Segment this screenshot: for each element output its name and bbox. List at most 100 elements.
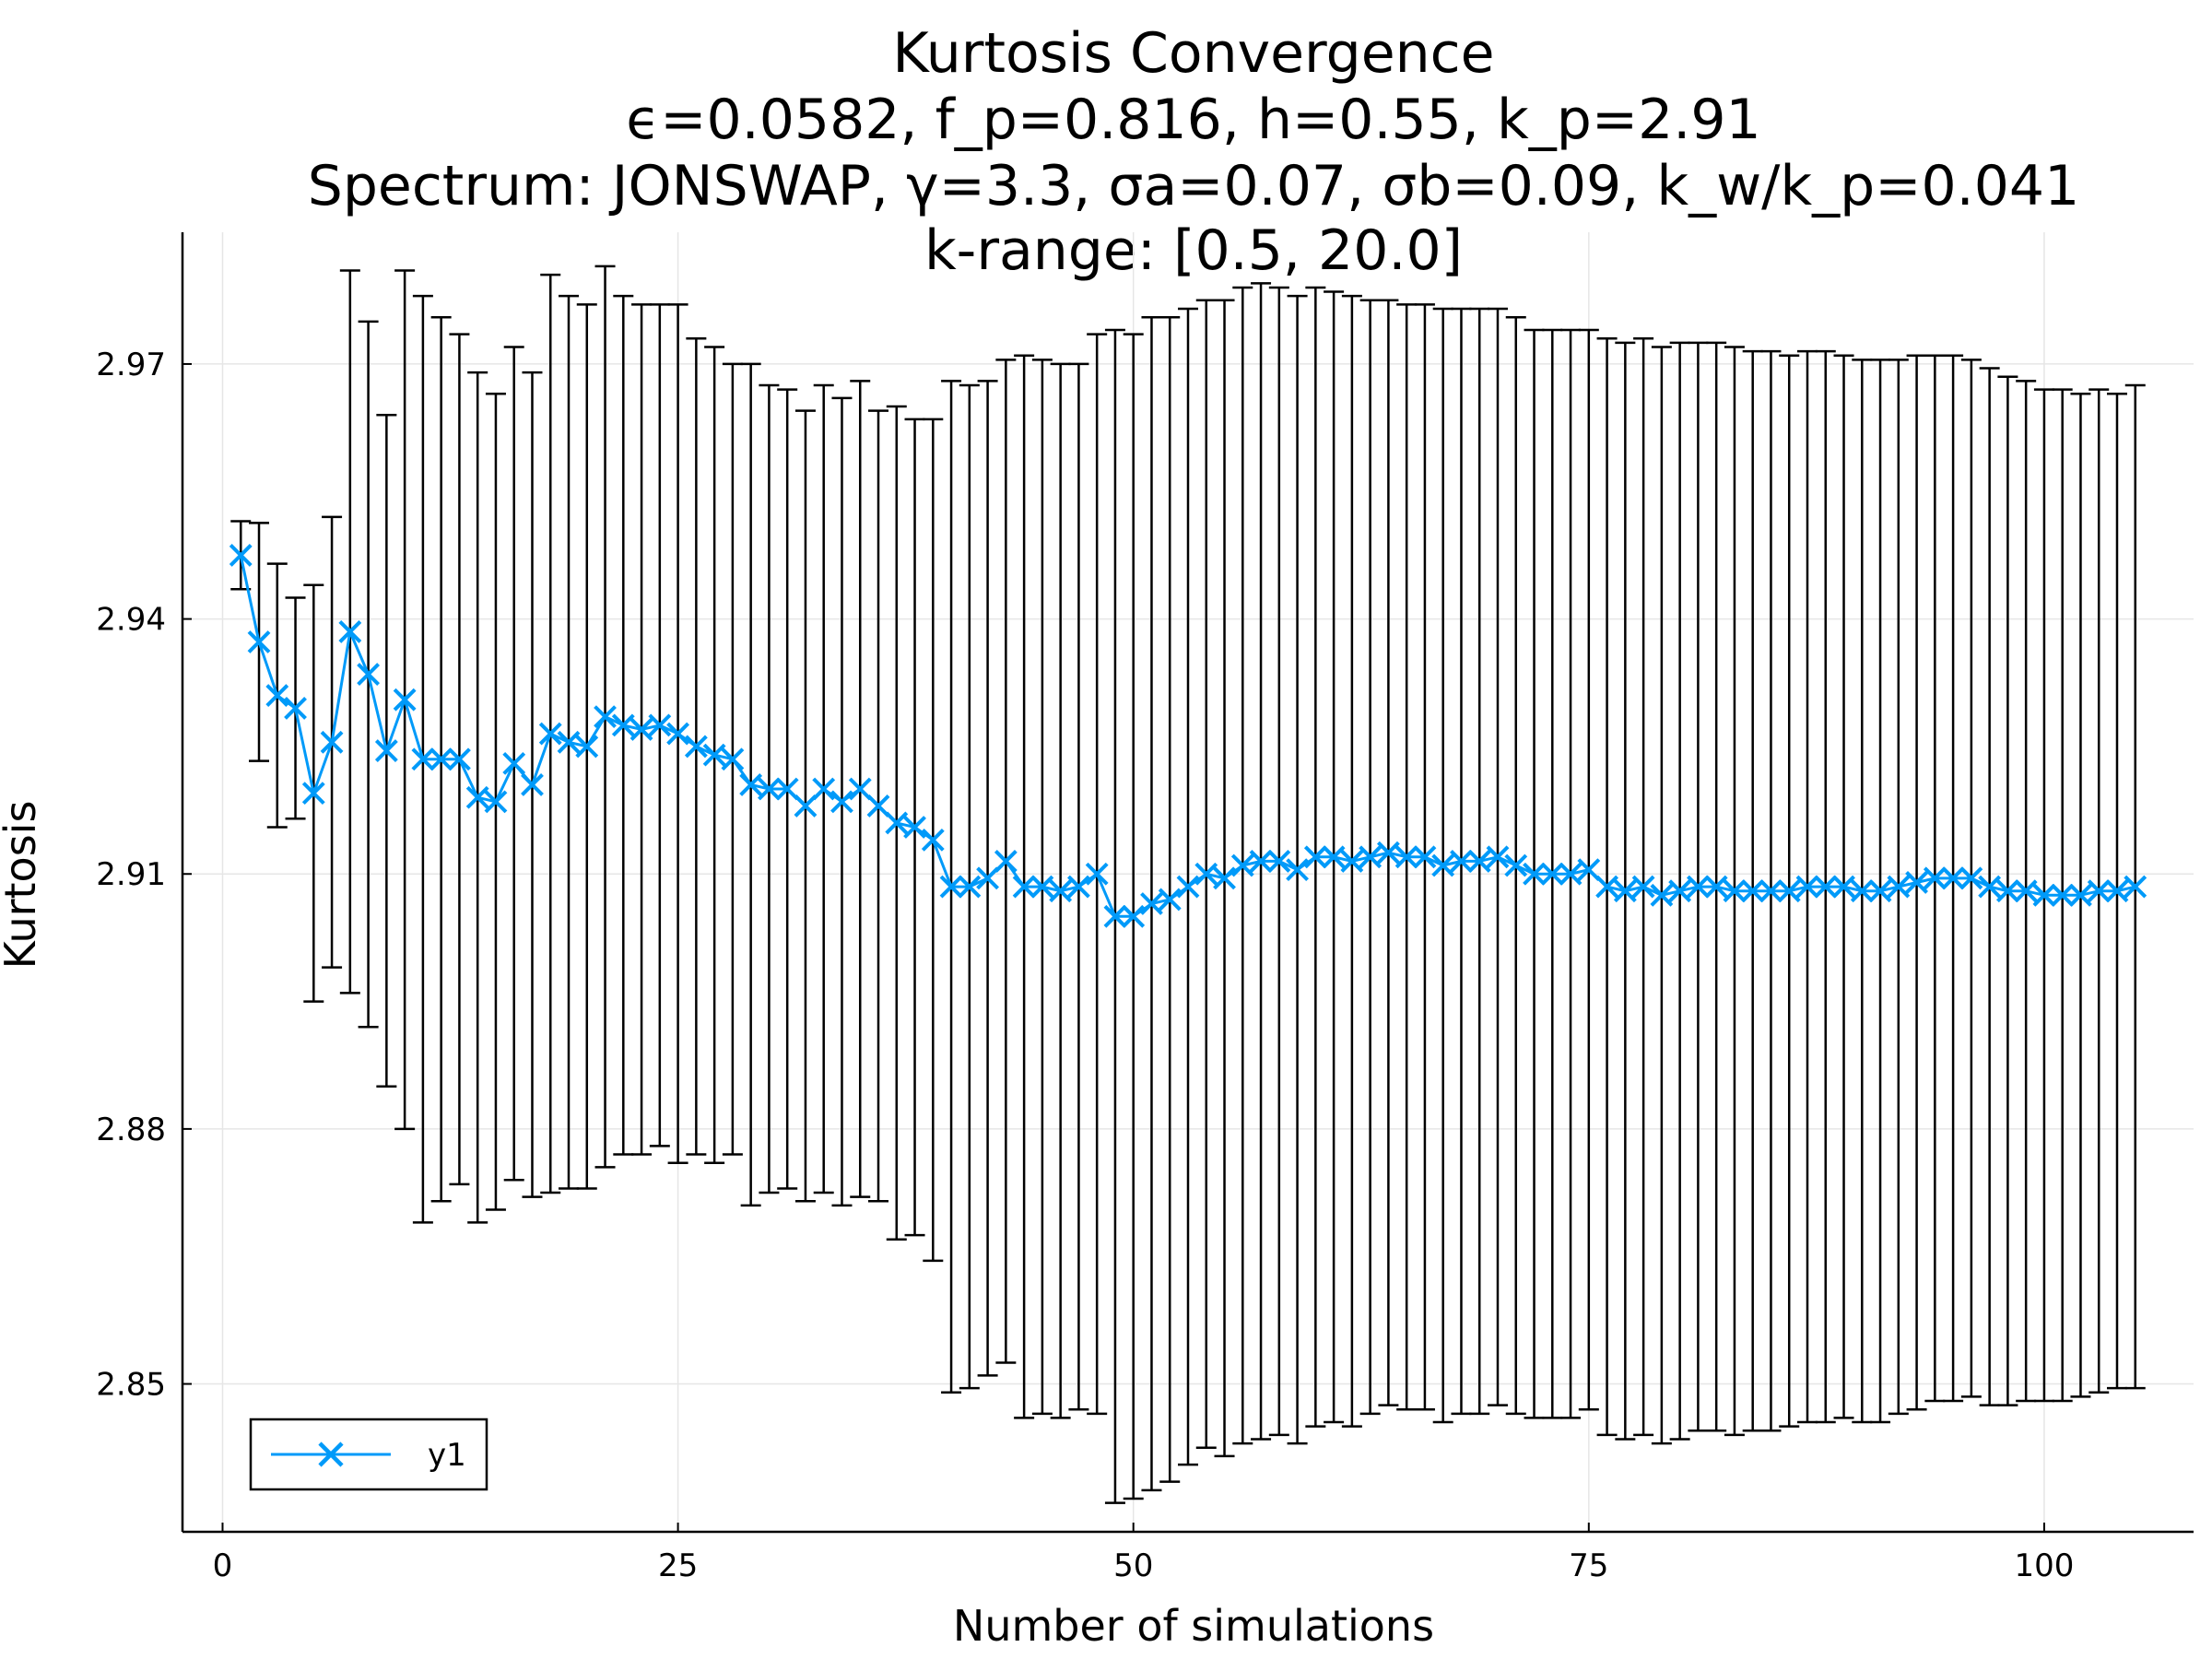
data-point-marker [594, 705, 617, 729]
marker-stroke [2105, 879, 2129, 903]
data-point-marker [1085, 862, 1109, 886]
marker-stroke [1394, 845, 1418, 869]
marker-stroke [1613, 879, 1637, 903]
marker-stroke [594, 705, 617, 729]
data-point-marker [794, 794, 818, 818]
marker-stroke [1431, 853, 1455, 877]
marker-stroke [1122, 904, 1146, 928]
marker-stroke [284, 697, 307, 720]
marker-stroke [1686, 875, 1710, 899]
marker-stroke [1213, 866, 1236, 890]
marker-stroke [1577, 858, 1601, 882]
x-tick-label: 75 [1569, 1547, 1608, 1584]
marker-stroke [1595, 875, 1618, 899]
data-point-marker [1905, 871, 1928, 894]
data-point-marker [2014, 879, 2038, 903]
marker-stroke [794, 794, 818, 818]
data-point-marker [1486, 845, 1510, 869]
data-point-marker [1668, 879, 1692, 903]
data-point-marker [393, 688, 417, 712]
data-point-marker [1723, 879, 1747, 903]
data-point-marker [1523, 862, 1546, 886]
data-point-marker [1012, 875, 1036, 899]
data-point-marker [247, 630, 271, 653]
data-point-marker [502, 751, 526, 775]
marker-stroke [758, 777, 781, 801]
title-line-2: ϵ=0.0582, f_p=0.816, h=0.55, k_p=2.91 [626, 88, 1760, 152]
marker-stroke [1467, 849, 1491, 873]
x-tick-label: 100 [2014, 1547, 2074, 1584]
data-point-marker [921, 828, 945, 852]
marker-stroke [1322, 845, 1346, 869]
data-point-marker [903, 816, 926, 839]
data-point-marker [1631, 875, 1655, 899]
marker-stroke [411, 747, 435, 771]
data-point-marker [1394, 845, 1418, 869]
y-axis-label: Kurtosis [0, 801, 45, 970]
marker-stroke [393, 688, 417, 712]
marker-stroke [301, 782, 325, 806]
marker-stroke [2124, 875, 2147, 899]
data-point-marker [1613, 879, 1637, 903]
marker-stroke [1668, 879, 1692, 903]
marker-stroke [739, 772, 763, 796]
data-point-marker [1995, 879, 2019, 903]
marker-stroke [1230, 853, 1254, 877]
data-point-marker [1030, 875, 1054, 899]
data-point-marker [1213, 866, 1236, 890]
y-tick-label: 2.94 [96, 602, 166, 639]
data-point-marker [1359, 845, 1382, 869]
marker-stroke [1523, 862, 1546, 886]
data-point-marker [666, 722, 690, 746]
data-point-marker [575, 735, 599, 759]
marker-stroke [448, 747, 471, 771]
y-tick-label: 2.91 [96, 856, 166, 893]
data-point-marker [1941, 866, 1965, 890]
marker-stroke [1540, 862, 1564, 886]
marker-stroke [1504, 853, 1528, 877]
data-point-marker [1832, 875, 1855, 899]
marker-stroke [1450, 849, 1473, 873]
marker-stroke [429, 747, 453, 771]
marker-stroke [1030, 875, 1054, 899]
data-point-marker [265, 684, 289, 707]
data-point-marker [320, 730, 344, 754]
data-point-marker [1122, 904, 1146, 928]
x-tick-label: 0 [213, 1547, 233, 1584]
data-point-marker [448, 747, 471, 771]
data-point-marker [1230, 853, 1254, 877]
axes [181, 232, 2194, 1534]
marker-stroke [557, 730, 581, 754]
marker-stroke [629, 718, 653, 741]
data-point-marker [812, 777, 836, 801]
data-point-marker [684, 735, 708, 759]
marker-stroke [465, 785, 489, 809]
marker-stroke [1923, 866, 1947, 890]
data-point-marker [1467, 849, 1491, 873]
data-point-marker [1049, 879, 1073, 903]
data-point-marker [2124, 875, 2147, 899]
data-point-marker [1267, 849, 1291, 873]
data-point-marker [739, 772, 763, 796]
marker-stroke [1267, 849, 1291, 873]
marker-stroke [1795, 875, 1819, 899]
legend-marker-icon [318, 1441, 344, 1467]
marker-stroke [1158, 888, 1182, 912]
marker-stroke [502, 751, 526, 775]
x-axis-label: Number of simulations [953, 1601, 1434, 1651]
marker-stroke [1777, 879, 1801, 903]
marker-stroke [575, 735, 599, 759]
marker-stroke [994, 849, 1018, 873]
data-point-marker [1595, 875, 1618, 899]
marker-stroke [1559, 862, 1583, 886]
marker-stroke [848, 777, 872, 801]
marker-stroke [866, 794, 890, 818]
data-point-marker [1176, 875, 1200, 899]
marker-stroke [1631, 875, 1655, 899]
data-point-marker [1650, 883, 1674, 907]
data-point-marker [2051, 883, 2075, 907]
data-point-marker [1559, 862, 1583, 886]
marker-stroke [684, 735, 708, 759]
x-tick-label: 25 [658, 1547, 698, 1584]
marker-stroke [1049, 879, 1073, 903]
